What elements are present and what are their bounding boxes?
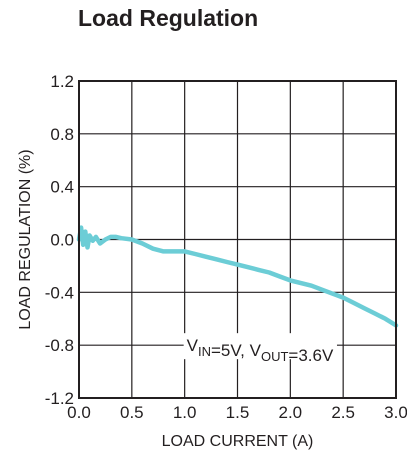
y-tick-label: -0.8 <box>45 336 74 355</box>
annotation-part: V <box>187 336 199 355</box>
annotation-subscript: OUT <box>261 349 289 364</box>
y-tick-label: 0.0 <box>50 231 74 250</box>
annotation-text: VIN=5V, VOUT=3.6V <box>187 336 334 365</box>
x-tick-label: 2.0 <box>279 403 303 422</box>
y-tick-labels: 1.2 0.8 0.4 0.0 -0.4 -0.8 -1.2 <box>45 72 74 408</box>
x-tick-label: 0.5 <box>120 403 144 422</box>
chart-title: Load Regulation <box>78 5 259 31</box>
y-tick-label: 1.2 <box>50 72 74 91</box>
x-tick-label: 0.0 <box>67 403 91 422</box>
x-tick-label: 1.0 <box>173 403 197 422</box>
x-axis-label: LOAD CURRENT (A) <box>162 433 314 450</box>
y-tick-label: -0.4 <box>45 283 74 302</box>
x-tick-label: 3.0 <box>384 403 407 422</box>
x-tick-labels: 0.0 0.5 1.0 1.5 2.0 2.5 3.0 <box>67 403 407 422</box>
y-tick-label: 0.8 <box>50 125 74 144</box>
y-tick-label: 0.4 <box>50 178 74 197</box>
y-axis-label: LOAD REGULATION (%) <box>17 149 34 329</box>
x-tick-label: 1.5 <box>226 403 250 422</box>
annotation-subscript: IN <box>198 344 211 359</box>
series-layer <box>76 225 399 328</box>
plot-frame <box>78 80 397 399</box>
y-tick-label: -1.2 <box>45 389 74 408</box>
annotation-part: =3.6V <box>288 346 334 365</box>
annotation-part: =5V, V <box>211 341 262 360</box>
x-tick-label: 2.5 <box>331 403 355 422</box>
annotation-background <box>183 333 337 360</box>
annotation: VIN=5V, VOUT=3.6V <box>183 333 337 365</box>
series-line <box>76 225 399 328</box>
